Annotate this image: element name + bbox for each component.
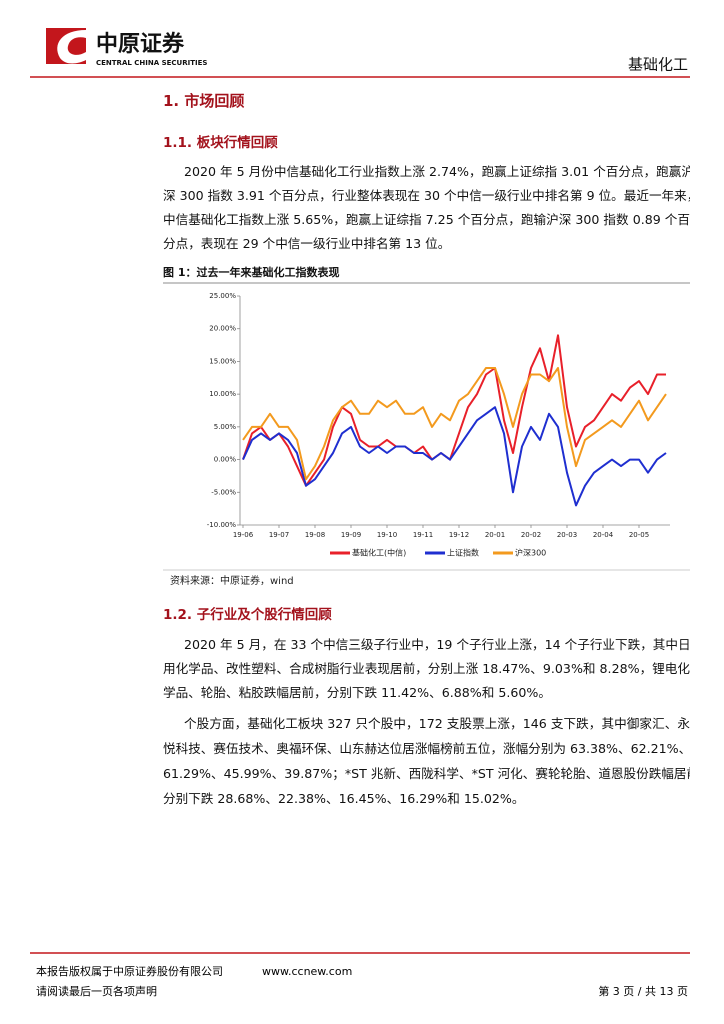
x-tick-label: 20-04 [593,531,614,539]
x-tick-label: 19-11 [413,531,433,539]
y-tick-label: 10.00% [209,390,236,398]
logo [46,28,86,64]
text-line: 学品、轮胎、粘胶跌幅居前，分别下跌 11.42%、6.88%和 5.60%。 [163,685,551,700]
y-tick-label: 15.00% [209,357,236,365]
text-line: 分别下跌 28.68%、22.38%、16.45%、16.29%和 15.02%… [163,791,525,806]
sector: 基础化工 [628,56,688,74]
heading-1-1: 1.1. 板块行情回顾 [163,135,278,151]
x-tick-label: 19-06 [233,531,254,539]
text-line: 分点，表现在 29 个中信一级行业中排名第 13 位。 [163,236,451,251]
y-tick-label: 20.00% [209,325,236,333]
x-tick-label: 20-02 [521,531,541,539]
series-line [242,334,666,487]
brand: 中原证券 [96,31,185,57]
footer-notice: 请阅读最后一页各项声明 [36,984,157,998]
y-tick-label: 5.00% [214,423,237,431]
y-tick-label: 0.00% [214,456,237,464]
brand-en: CENTRAL CHINA SECURITIES [96,59,207,67]
series-line [242,406,667,507]
legend-label: 基础化工(中信) [352,548,406,558]
heading-1-2: 1.2. 子行业及个股行情回顾 [163,607,332,623]
figure-caption: 图 1：过去一年来基础化工指数表现 [163,265,339,279]
footer-page: 第 3 页 / 共 13 页 [598,984,688,998]
legend-label: 沪深300 [515,548,546,558]
text-line: 悦科技、赛伍技术、奥福环保、山东赫达位居涨幅榜前五位，涨幅分别为 63.38%、… [163,741,690,756]
legend-label: 上证指数 [447,548,479,558]
x-tick-label: 19-10 [377,531,397,539]
text-line: 61.29%、45.99%、39.87%；*ST 兆新、西陇科学、*ST 河化、… [163,766,690,781]
x-tick-label: 19-09 [341,531,361,539]
x-tick-label: 20-03 [557,531,577,539]
x-tick-label: 20-01 [485,531,505,539]
x-tick-label: 19-12 [449,531,469,539]
footer-copyright: 本报告版权属于中原证券股份有限公司 [36,964,223,978]
text-line: 2020 年 5 月份中信基础化工行业指数上涨 2.74%，跑赢上证综指 3.0… [184,164,690,179]
text-line: 用化学品、改性塑料、合成树脂行业表现居前，分别上涨 18.47%、9.03%和 … [163,661,690,676]
y-tick-label: 25.00% [209,292,236,300]
y-tick-label: -10.00% [207,521,237,529]
series-line [242,367,667,481]
y-tick-label: -5.00% [211,488,236,496]
text-line: 2020 年 5 月，在 33 个中信三级子行业中，19 个子行业上涨，14 个… [184,637,690,652]
figure-source: 资料来源：中原证券，wind [170,574,294,587]
text-line: 深 300 指数 3.91 个百分点，行业整体表现在 30 个中信一级行业中排名… [163,188,690,203]
text-line: 中信基础化工指数上涨 5.65%，跑赢上证综指 7.25 个百分点，跑输沪深 3… [163,212,690,227]
x-tick-label: 19-07 [269,531,289,539]
footer-website: www.ccnew.com [262,965,352,978]
heading-1: 1. 市场回顾 [163,92,245,110]
x-tick-label: 20-05 [629,531,649,539]
text-line: 个股方面，基础化工板块 327 只个股中，172 支股票上涨，146 支下跌，其… [184,716,690,731]
x-tick-label: 19-08 [305,531,325,539]
